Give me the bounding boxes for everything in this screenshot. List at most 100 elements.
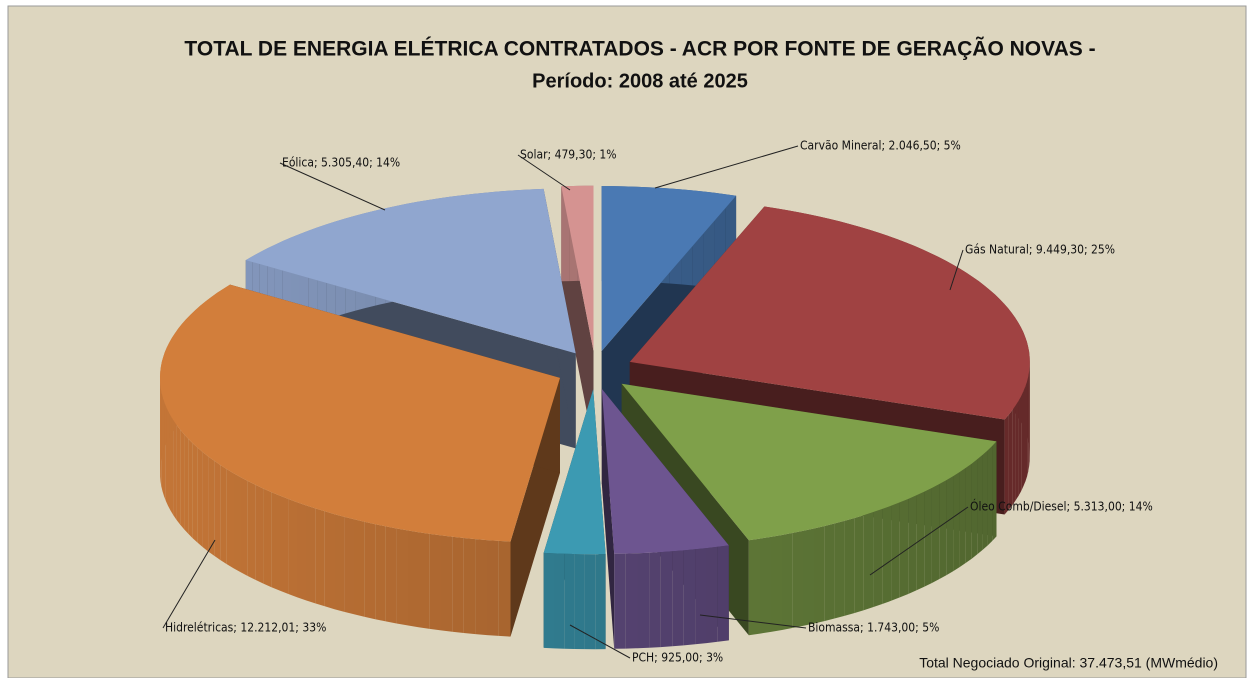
slice-wall <box>176 425 181 525</box>
leader-line <box>569 624 631 659</box>
data-label: Hidrelétricas; 12.212,01; 33% <box>165 621 326 635</box>
slice-wall <box>498 540 511 637</box>
slice-wall <box>214 460 221 560</box>
slice-wall <box>441 535 453 632</box>
slice-wall <box>315 508 325 607</box>
slice-wall <box>247 481 256 580</box>
slice <box>561 185 594 446</box>
slice-wall <box>418 532 430 629</box>
slice-wall <box>1004 414 1009 515</box>
leader-line <box>162 539 216 629</box>
leader-line <box>279 162 386 211</box>
slice-wall <box>844 518 855 616</box>
slice-wall <box>306 505 316 604</box>
slice-wall <box>240 477 248 576</box>
data-label: PCH; 925,00; 3% <box>632 651 723 665</box>
slice-wall <box>184 434 189 534</box>
slice-top <box>160 284 560 542</box>
slice-wall <box>202 452 209 552</box>
slice-wall <box>263 488 272 588</box>
slice-wall <box>834 520 845 619</box>
slice-wall <box>288 498 297 598</box>
data-label: Gás Natural; 9.449,30; 25% <box>965 243 1115 257</box>
slice <box>601 388 729 649</box>
slice-wall <box>939 480 947 580</box>
slice-wall <box>180 429 185 530</box>
slice-wall <box>271 492 280 591</box>
slice-wall <box>487 540 499 636</box>
slice-wall <box>233 473 241 573</box>
slice-wall <box>554 553 565 649</box>
slice-wall <box>297 502 306 601</box>
slice-wall <box>584 554 596 650</box>
slice-wall <box>959 467 966 568</box>
slice-wall <box>334 514 345 612</box>
slice <box>543 389 606 650</box>
slice-wall <box>173 420 177 520</box>
slice-wall <box>987 446 993 546</box>
slice-wall <box>992 441 997 541</box>
slice-wall <box>279 495 289 594</box>
slice-wall <box>946 476 954 576</box>
slice-wall <box>1029 366 1030 467</box>
slice-wall <box>899 499 909 598</box>
slice-wall <box>695 548 707 645</box>
slice-wall <box>953 472 960 572</box>
leader-line <box>869 506 969 576</box>
slice-top <box>601 186 737 352</box>
slice-wall <box>863 512 874 611</box>
chart-subtitle: Período: 2008 até 2025 <box>532 70 748 92</box>
slice-top <box>601 388 729 554</box>
leader-line <box>699 614 807 629</box>
total-note: Total Negociado Original: 37.473,51 (MWm… <box>919 655 1218 671</box>
slice-wall <box>717 545 729 642</box>
slice-wall <box>1018 395 1022 496</box>
slice-wall <box>748 538 760 636</box>
slice-wall <box>208 456 215 556</box>
slice-wall <box>792 530 804 628</box>
slice <box>160 284 560 637</box>
slice-wall <box>908 495 917 594</box>
pie <box>160 185 1030 650</box>
slice-wall <box>385 526 397 624</box>
slice-wall <box>192 443 198 543</box>
slice-wall <box>873 509 883 608</box>
data-label: Solar; 479,30; 1% <box>520 148 617 162</box>
data-label: Eólica; 5.305,40; 14% <box>282 156 400 170</box>
slice-wall <box>324 511 335 610</box>
slice-wall <box>771 535 782 632</box>
slice-wall <box>1028 371 1030 472</box>
slice-wall <box>429 533 441 631</box>
slice-wall <box>1008 410 1013 510</box>
slice-wall <box>354 519 365 617</box>
chart-title: TOTAL DE ENERGIA ELÉTRICA CONTRATADOS - … <box>184 38 1095 61</box>
slice-top <box>561 185 594 351</box>
slice-wall <box>882 505 892 604</box>
slice-wall <box>924 488 932 587</box>
slice-wall <box>220 465 227 565</box>
slice-wall <box>931 484 940 583</box>
slice-wall <box>814 526 825 624</box>
slice-wall <box>595 554 606 650</box>
slice-wall <box>475 539 487 636</box>
slice-top <box>621 383 997 541</box>
slice-wall <box>803 528 814 626</box>
leader-line <box>949 249 964 291</box>
slice-wall <box>1023 386 1026 486</box>
slice-wall <box>170 415 174 516</box>
slice-wall <box>1015 400 1019 501</box>
slice-wall <box>188 438 193 539</box>
slice-wall <box>977 454 983 555</box>
slice-wall <box>452 536 464 633</box>
slice-wall <box>672 550 684 647</box>
slice-wall <box>782 532 793 630</box>
slice-wall <box>891 502 900 601</box>
slice-wall <box>344 516 355 615</box>
slice-wall <box>226 469 234 569</box>
slice-side <box>601 388 615 649</box>
slice-wall <box>824 523 835 622</box>
slice-wall <box>660 551 673 648</box>
slice-wall <box>637 552 650 649</box>
data-label: Óleo Comb/Diesel; 5.313,00; 14% <box>970 499 1153 514</box>
